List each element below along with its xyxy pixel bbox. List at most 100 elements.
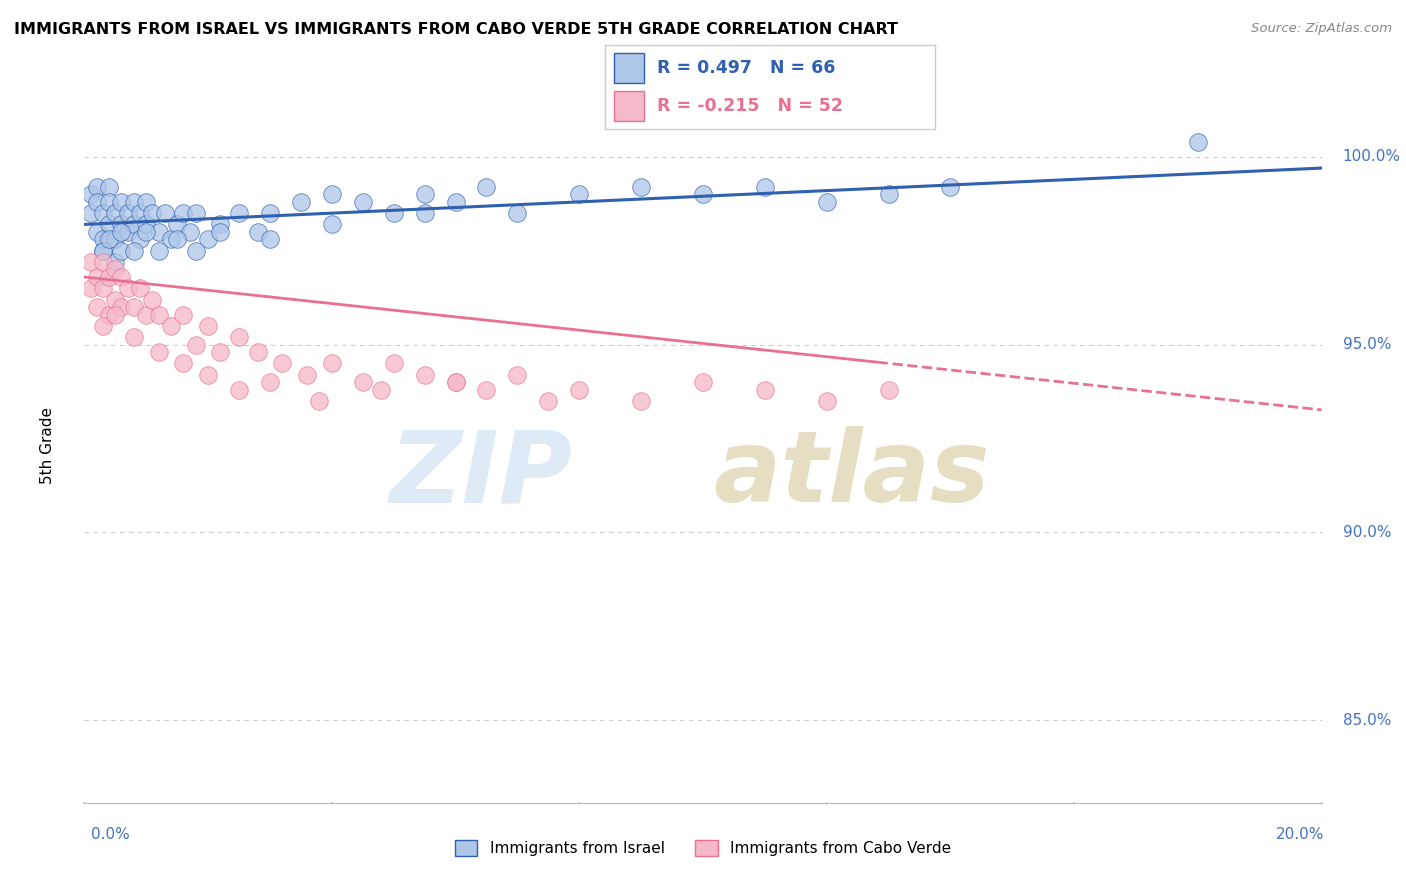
Point bbox=[1187, 135, 1209, 149]
Point bbox=[228, 383, 250, 397]
Point bbox=[475, 383, 498, 397]
Point bbox=[98, 218, 121, 232]
Point bbox=[110, 218, 132, 232]
Point bbox=[135, 308, 157, 322]
Point bbox=[506, 368, 529, 382]
Point bbox=[91, 232, 114, 246]
Point bbox=[86, 270, 108, 285]
Point bbox=[104, 255, 127, 269]
Point bbox=[321, 218, 343, 232]
Point bbox=[148, 244, 170, 258]
Point bbox=[228, 330, 250, 344]
Point bbox=[79, 187, 101, 202]
Point bbox=[86, 225, 108, 239]
Point bbox=[98, 179, 121, 194]
Point bbox=[754, 383, 776, 397]
Point bbox=[104, 232, 127, 246]
Point bbox=[166, 218, 188, 232]
Point bbox=[209, 345, 232, 359]
Point bbox=[271, 356, 294, 370]
Point bbox=[110, 225, 132, 239]
Point bbox=[444, 194, 467, 209]
Point bbox=[295, 368, 318, 382]
Point bbox=[104, 293, 127, 307]
Point bbox=[117, 206, 139, 220]
Point bbox=[86, 179, 108, 194]
Point bbox=[117, 225, 139, 239]
Point bbox=[815, 194, 838, 209]
Point bbox=[444, 375, 467, 389]
Point bbox=[91, 255, 114, 269]
Point bbox=[160, 318, 183, 333]
Text: ZIP: ZIP bbox=[389, 426, 574, 523]
Point bbox=[692, 187, 714, 202]
Point bbox=[110, 244, 132, 258]
Point bbox=[110, 300, 132, 314]
Point bbox=[129, 206, 152, 220]
Point bbox=[122, 194, 145, 209]
Point bbox=[413, 206, 436, 220]
Point bbox=[246, 225, 269, 239]
Point bbox=[79, 281, 101, 295]
Bar bbox=[614, 91, 644, 120]
Point bbox=[86, 194, 108, 209]
Bar bbox=[614, 54, 644, 83]
Legend: Immigrants from Israel, Immigrants from Cabo Verde: Immigrants from Israel, Immigrants from … bbox=[449, 834, 957, 862]
Point bbox=[166, 232, 188, 246]
Point bbox=[877, 187, 900, 202]
Point bbox=[148, 225, 170, 239]
Point bbox=[246, 345, 269, 359]
Point bbox=[122, 330, 145, 344]
Point bbox=[939, 179, 962, 194]
Point bbox=[135, 225, 157, 239]
Point bbox=[104, 206, 127, 220]
Text: 0.0%: 0.0% bbox=[91, 827, 131, 841]
Point bbox=[630, 393, 652, 408]
Point bbox=[184, 244, 207, 258]
Text: atlas: atlas bbox=[713, 426, 990, 523]
Point bbox=[122, 218, 145, 232]
Point bbox=[86, 300, 108, 314]
Point bbox=[135, 218, 157, 232]
Point bbox=[91, 244, 114, 258]
Point bbox=[197, 318, 219, 333]
Point bbox=[382, 206, 405, 220]
Text: 5th Grade: 5th Grade bbox=[39, 408, 55, 484]
Point bbox=[184, 206, 207, 220]
Text: 90.0%: 90.0% bbox=[1343, 524, 1391, 540]
Point bbox=[141, 293, 163, 307]
Point bbox=[754, 179, 776, 194]
Point bbox=[172, 356, 194, 370]
Point bbox=[98, 194, 121, 209]
Point bbox=[122, 300, 145, 314]
Point bbox=[506, 206, 529, 220]
Point bbox=[110, 270, 132, 285]
Point bbox=[172, 206, 194, 220]
Text: 85.0%: 85.0% bbox=[1343, 713, 1391, 728]
Point bbox=[179, 225, 201, 239]
Point bbox=[228, 206, 250, 220]
Point bbox=[321, 356, 343, 370]
Point bbox=[259, 232, 281, 246]
Point bbox=[148, 308, 170, 322]
Point bbox=[568, 383, 591, 397]
Point bbox=[413, 368, 436, 382]
Point bbox=[692, 375, 714, 389]
Point bbox=[290, 194, 312, 209]
Point bbox=[209, 225, 232, 239]
Point bbox=[184, 337, 207, 351]
Point bbox=[160, 232, 183, 246]
Point bbox=[352, 375, 374, 389]
Point bbox=[98, 308, 121, 322]
Text: R = 0.497   N = 66: R = 0.497 N = 66 bbox=[658, 59, 835, 77]
Point bbox=[98, 232, 121, 246]
Text: 100.0%: 100.0% bbox=[1343, 149, 1400, 164]
Point bbox=[91, 206, 114, 220]
Point bbox=[877, 383, 900, 397]
Point bbox=[475, 179, 498, 194]
Point bbox=[79, 255, 101, 269]
Point bbox=[79, 206, 101, 220]
Point bbox=[91, 244, 114, 258]
Point bbox=[148, 345, 170, 359]
Point bbox=[259, 206, 281, 220]
